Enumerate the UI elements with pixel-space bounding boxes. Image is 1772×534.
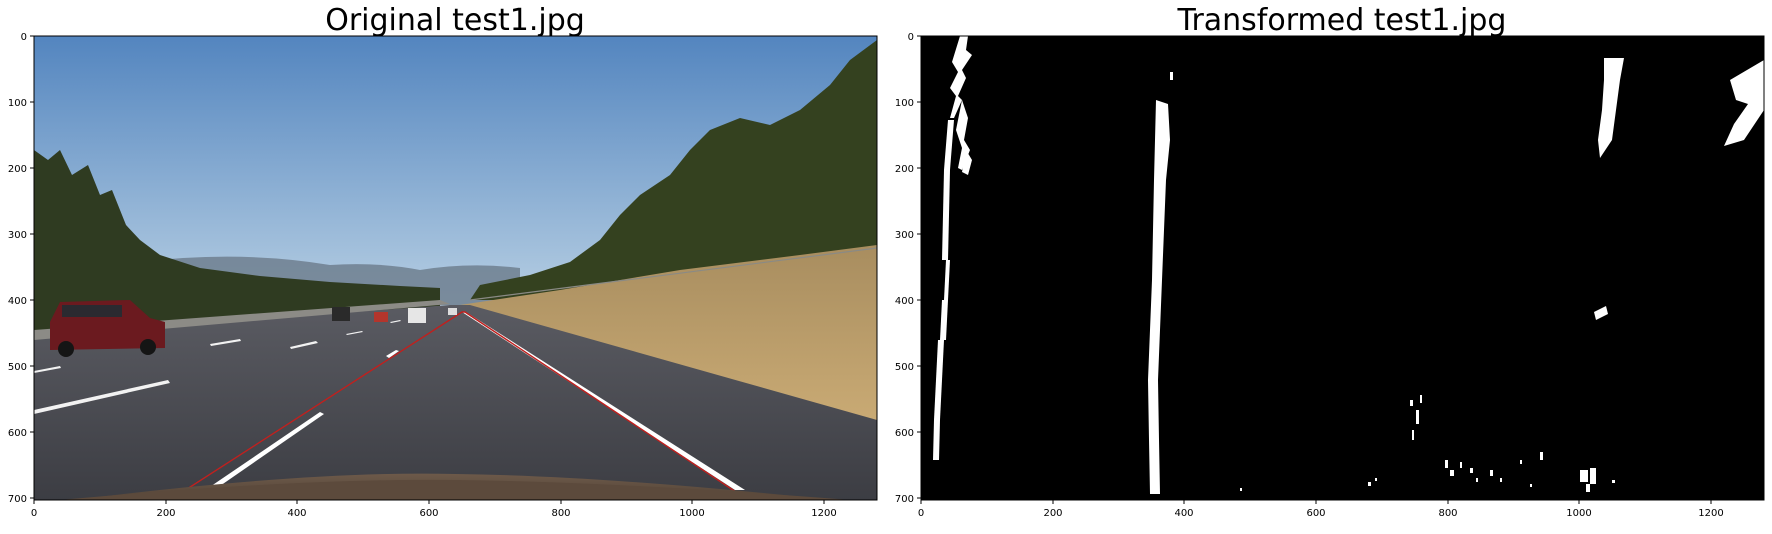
original-panel: Original test1.jpg (8, 3, 878, 519)
y-tick-label: 600 (8, 428, 27, 439)
y-tick-label: 500 (895, 362, 914, 373)
x-tick-label: 800 (551, 508, 570, 519)
y-tick-label: 200 (8, 164, 27, 175)
x-tick-label: 400 (287, 508, 306, 519)
noise-pixels (1170, 72, 1615, 492)
y-tick-label: 100 (895, 98, 914, 109)
original-y-tick-labels: 0 100 200 300 400 500 600 700 (8, 32, 27, 505)
y-tick-label: 400 (8, 296, 27, 307)
y-tick-label: 700 (8, 494, 27, 505)
original-road-photo (34, 36, 877, 500)
white-car (408, 308, 426, 323)
x-tick-label: 800 (1438, 508, 1457, 519)
left-lane-line (195, 412, 324, 497)
y-tick-label: 0 (908, 32, 914, 43)
dark-car (332, 307, 350, 321)
transformed-y-tick-marks (917, 35, 921, 499)
x-tick-label: 0 (918, 508, 924, 519)
original-axes-frame (33, 35, 878, 501)
transformed-panel-title: Transformed test1.jpg (1177, 3, 1507, 38)
y-tick-label: 300 (8, 230, 27, 241)
left-edge-lane-pixels (933, 36, 972, 460)
dashed-lane-markings (34, 320, 401, 414)
transformed-binary-image (921, 36, 1764, 500)
transformed-x-tick-labels: 0 200 400 600 800 1000 1200 (918, 508, 1724, 519)
central-lane-line (1148, 100, 1170, 494)
perspective-trapezoid (169, 311, 749, 500)
x-tick-label: 0 (31, 508, 37, 519)
original-x-tick-marks (33, 500, 825, 504)
fence (469, 247, 877, 301)
transformed-y-tick-labels: 0 100 200 300 400 500 600 700 (895, 32, 914, 505)
binary-background (921, 36, 1764, 500)
y-tick-label: 700 (895, 494, 914, 505)
x-tick-label: 1000 (679, 508, 704, 519)
y-tick-label: 300 (895, 230, 914, 241)
red-car (374, 312, 388, 322)
x-tick-label: 200 (156, 508, 175, 519)
x-tick-label: 600 (419, 508, 438, 519)
left-trees (34, 150, 440, 330)
left-lane-line-far (386, 350, 399, 358)
transformed-axes-frame (920, 35, 1765, 501)
distant-car (448, 308, 457, 315)
original-x-tick-labels: 0 200 400 600 800 1000 1200 (31, 508, 837, 519)
red-suv (50, 300, 165, 357)
car-hood-edge (60, 479, 850, 500)
y-tick-label: 600 (895, 428, 914, 439)
right-trees (470, 40, 877, 300)
y-tick-label: 500 (8, 362, 27, 373)
x-tick-label: 600 (1306, 508, 1325, 519)
transformed-x-tick-marks (920, 500, 1712, 504)
x-tick-label: 400 (1174, 508, 1193, 519)
original-y-tick-marks (30, 35, 34, 499)
y-tick-label: 400 (895, 296, 914, 307)
y-tick-label: 200 (895, 164, 914, 175)
transformed-panel: Transformed test1.jpg (895, 3, 1765, 519)
x-tick-label: 1000 (1566, 508, 1591, 519)
roadside-grass (460, 245, 877, 420)
y-tick-label: 100 (8, 98, 27, 109)
right-lane-pixels (1594, 58, 1764, 320)
y-tick-label: 0 (21, 32, 27, 43)
x-tick-label: 1200 (1698, 508, 1723, 519)
x-tick-label: 1200 (811, 508, 836, 519)
original-panel-title: Original test1.jpg (325, 3, 585, 38)
x-tick-label: 200 (1043, 508, 1062, 519)
